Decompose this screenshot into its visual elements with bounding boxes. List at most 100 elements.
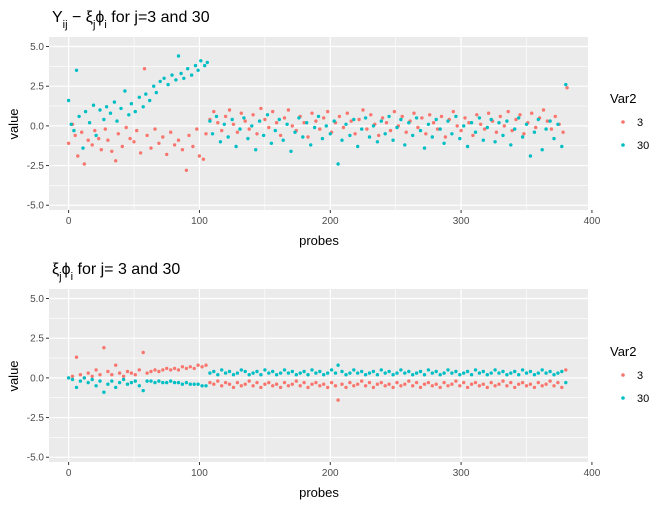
point-series-3 [204,132,208,136]
point-series-3 [400,114,404,119]
point-series-3 [157,369,161,374]
point-series-30 [418,128,423,133]
point-series-30 [106,382,110,386]
point-series-3 [391,385,395,390]
point-series-30 [234,144,238,149]
point-series-30 [462,124,466,128]
point-series-30 [509,143,513,147]
point-series-3 [195,127,199,131]
point-series-3 [247,127,251,131]
point-series-30 [462,371,466,375]
x-tick-label: 300 [453,468,470,479]
point-series-3 [502,124,506,128]
point-series-30 [305,121,309,125]
point-series-3 [439,114,444,119]
point-series-30 [509,371,513,375]
point-series-30 [363,373,368,377]
point-series-3 [298,384,302,388]
point-series-3 [463,116,467,120]
point-series-3 [212,382,216,386]
point-series-3 [282,116,287,120]
point-series-30 [231,373,236,377]
point-series-30 [205,60,209,65]
point-series-30 [434,117,438,122]
point-series-30 [274,373,279,377]
point-series-30 [214,114,219,119]
point-series-30 [552,136,556,141]
point-series-3 [485,385,489,390]
point-series-30 [411,373,415,377]
point-series-3 [403,382,407,386]
point-series-3 [412,111,416,115]
chart-title: ξjϕi for j= 3 and 30 [52,261,180,283]
point-series-3 [106,138,110,142]
point-series-30 [98,379,102,383]
point-series-3 [471,133,475,138]
plot-panel [49,37,588,210]
point-series-30 [94,133,98,138]
point-series-3 [310,382,314,386]
point-series-3 [161,368,165,372]
point-series-30 [282,368,287,372]
point-series-30 [517,373,521,377]
point-series-30 [536,117,540,122]
point-series-30 [246,136,250,141]
point-series-3 [97,136,101,141]
point-series-3 [90,374,94,378]
point-series-30 [399,368,403,372]
point-series-30 [407,369,411,374]
point-series-3 [458,384,462,388]
point-series-30 [493,368,497,372]
point-series-3 [322,382,326,386]
point-series-3 [473,380,478,385]
point-series-3 [133,373,137,377]
point-series-3 [153,368,157,372]
point-series-3 [176,138,181,142]
point-series-30 [137,95,141,100]
point-series-30 [513,127,517,131]
point-series-3 [110,373,114,377]
point-series-3 [322,116,326,120]
point-series-30 [326,371,330,375]
point-series-3 [169,368,173,372]
point-series-30 [189,73,194,77]
point-series-30 [363,116,368,120]
point-series-30 [306,373,310,377]
point-series-3 [498,114,502,119]
point-series-30 [196,382,200,386]
point-series-30 [257,119,262,123]
point-series-3 [169,130,173,134]
point-series-30 [290,369,294,374]
point-series-30 [208,371,212,375]
legend: Var2 3 30 [610,344,649,405]
point-series-30 [199,59,203,63]
point-series-30 [235,371,240,375]
point-series-30 [74,68,79,73]
point-series-3 [416,125,420,130]
point-series-3 [451,109,455,114]
point-series-30 [149,379,153,383]
x-tick-label: 300 [453,216,470,227]
point-series-30 [82,376,87,380]
point-series-3 [197,154,202,158]
point-series-3 [220,128,224,133]
point-series-3 [267,125,271,130]
point-series-3 [509,380,513,385]
point-series-30 [125,382,130,386]
point-series-30 [154,90,158,95]
point-series-3 [326,385,330,390]
point-series-30 [481,138,485,142]
point-series-30 [281,138,285,142]
y-tick-label: 0.0 [30,373,44,384]
point-series-3 [404,130,408,134]
point-series-3 [251,384,255,388]
point-series-30 [375,140,380,144]
y-axis-label: value [6,108,21,139]
point-series-30 [169,379,173,383]
point-series-3 [187,133,191,138]
legend-label-3: 3 [637,117,643,129]
y-tick-label: -2.5 [27,161,45,172]
point-series-30 [297,116,301,120]
point-series-3 [345,111,349,115]
point-series-3 [435,127,440,131]
